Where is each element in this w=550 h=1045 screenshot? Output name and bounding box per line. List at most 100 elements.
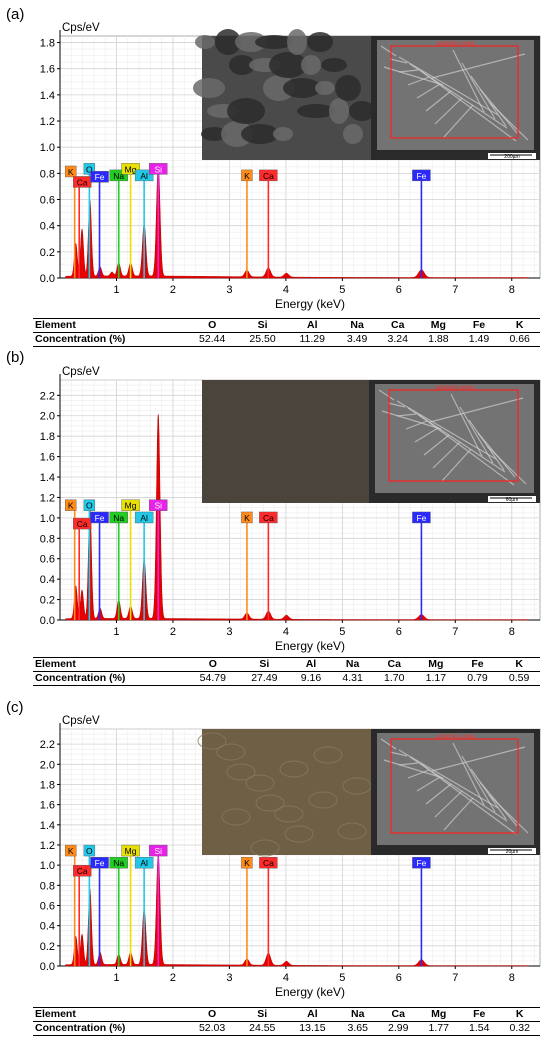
element-label-box — [90, 170, 109, 183]
table-cell: 3.49 — [336, 332, 378, 347]
concentration-table: Element O Si Al Na Ca Mg Fe K Concentrat… — [33, 1007, 540, 1036]
sem-fiber — [443, 104, 474, 138]
y-tick-label: 1.4 — [40, 820, 55, 832]
sem-fiber — [441, 448, 472, 482]
element-label-text: Mg — [125, 501, 137, 511]
rock-shape — [235, 32, 267, 52]
surface-texture — [313, 746, 343, 764]
element-label-box — [109, 856, 128, 869]
eds-spectrum-chart: 0.0 0.2 0.4 0.6 0.8 1.0 1.2 1.4 1.6 1.8 1 2 3 4 5 6 7 8 Cp… — [40, 22, 541, 311]
x-tick-label: 6 — [396, 626, 402, 638]
table-cell: Concentration (%) — [33, 671, 187, 686]
panel-label: (c) — [6, 699, 24, 716]
sem-fiber — [434, 790, 463, 818]
x-tick-label: 7 — [452, 972, 458, 984]
y-tick-label: 0.0 — [40, 273, 55, 285]
sem-fiber — [383, 66, 444, 86]
surface-texture — [197, 732, 227, 750]
rock-shape — [307, 32, 333, 52]
analysis-area-label: analysis area — [435, 384, 474, 391]
x-tick-label: 3 — [226, 284, 232, 296]
element-label-box — [134, 169, 154, 182]
rock-shape — [321, 58, 347, 72]
table-row: Concentration (%) 54.79 27.49 9.16 4.31 … — [33, 671, 540, 686]
y-tick-label: 0.2 — [40, 247, 55, 259]
panel-label: (b) — [6, 349, 25, 366]
table-row: Concentration (%) 52.44 25.50 11.29 3.49… — [33, 332, 540, 347]
table-cell: 4.31 — [331, 671, 374, 686]
element-label-text: K — [68, 846, 74, 856]
sem-fiber — [380, 738, 397, 750]
table-header-cell: Element — [33, 1007, 187, 1022]
element-label-box — [83, 499, 96, 511]
table-cell: 1.88 — [418, 332, 459, 347]
element-label-box — [121, 844, 140, 857]
table-header-cell: Ca — [373, 657, 416, 672]
sem-fiber — [389, 751, 408, 757]
y-tick-label: 1.2 — [40, 116, 55, 128]
table-row: Concentration (%) 52.03 24.55 13.15 3.65… — [33, 1021, 540, 1036]
sem-fiber — [398, 69, 419, 73]
sem-texture — [377, 40, 534, 150]
sem-fiber — [470, 75, 507, 127]
y-tick-label: 0.6 — [40, 900, 55, 912]
element-label-box — [412, 511, 431, 524]
x-tick-label: 4 — [283, 284, 289, 296]
y-tick-label: 1.6 — [40, 800, 55, 812]
sem-fiber — [432, 441, 461, 469]
table-header-cell: Fe — [458, 318, 500, 333]
table-header-row: Element O Si Al Na Ca Mg Fe K — [33, 1007, 540, 1022]
y-axis-title: Cps/eV — [62, 366, 100, 378]
y-tick-label: 0.8 — [40, 533, 55, 545]
element-label-text: Al — [140, 513, 148, 523]
x-tick-label: 8 — [509, 284, 515, 296]
sem-fiber — [425, 90, 452, 112]
rock-shape — [229, 55, 255, 75]
y-tick-label: 2.0 — [40, 411, 55, 423]
rock-shape — [255, 35, 293, 49]
x-tick-label: 7 — [452, 284, 458, 296]
element-label-box — [72, 517, 92, 530]
table-header-cell: Fe — [458, 1007, 500, 1022]
surface-texture — [274, 805, 304, 823]
x-tick-label: 5 — [339, 626, 345, 638]
sem-fiber — [414, 427, 439, 443]
table-header-row: Element O Si Al Na Ca Mg Fe K — [33, 318, 540, 333]
element-label-text: K — [244, 513, 250, 523]
element-label-box — [72, 865, 92, 877]
analysis-area-box — [390, 45, 519, 139]
sem-fiber — [381, 410, 442, 430]
rock-shape — [269, 52, 307, 78]
element-label-text: Ca — [77, 866, 88, 876]
rock-shape — [201, 127, 227, 141]
element-label-text: Fe — [95, 858, 105, 868]
element-label-box — [149, 499, 168, 511]
analysis-area-box — [388, 389, 519, 482]
table-cell: 3.24 — [377, 332, 419, 347]
element-label-text: Si — [154, 846, 162, 856]
rock-shape — [193, 78, 225, 98]
table-cell: 1.54 — [458, 1021, 500, 1036]
surface-texture — [337, 822, 367, 840]
element-label-text: Fe — [95, 172, 105, 182]
element-label-box — [83, 163, 96, 175]
table-header-cell: Si — [238, 657, 291, 672]
y-tick-label: 0.0 — [40, 615, 55, 627]
x-tick-label: 7 — [452, 626, 458, 638]
surface-texture — [250, 839, 280, 857]
element-label-box — [64, 165, 77, 178]
x-tick-label: 4 — [283, 972, 289, 984]
table-header-cell: O — [187, 1007, 238, 1022]
x-axis-title: Energy (keV) — [275, 985, 345, 999]
concentration-table: Element O Si Al Na Ca Mg Fe K Concentrat… — [33, 318, 540, 347]
sem-fiber — [443, 797, 474, 831]
rock-shape — [315, 81, 335, 95]
rock-shape — [215, 29, 241, 55]
element-label-box — [241, 511, 253, 524]
element-label-box — [259, 856, 278, 869]
element-label-box — [64, 844, 77, 857]
element-label-box — [412, 169, 431, 182]
element-label-text: O — [86, 846, 93, 856]
element-label-box — [412, 856, 431, 869]
sem-fiber — [434, 97, 463, 125]
